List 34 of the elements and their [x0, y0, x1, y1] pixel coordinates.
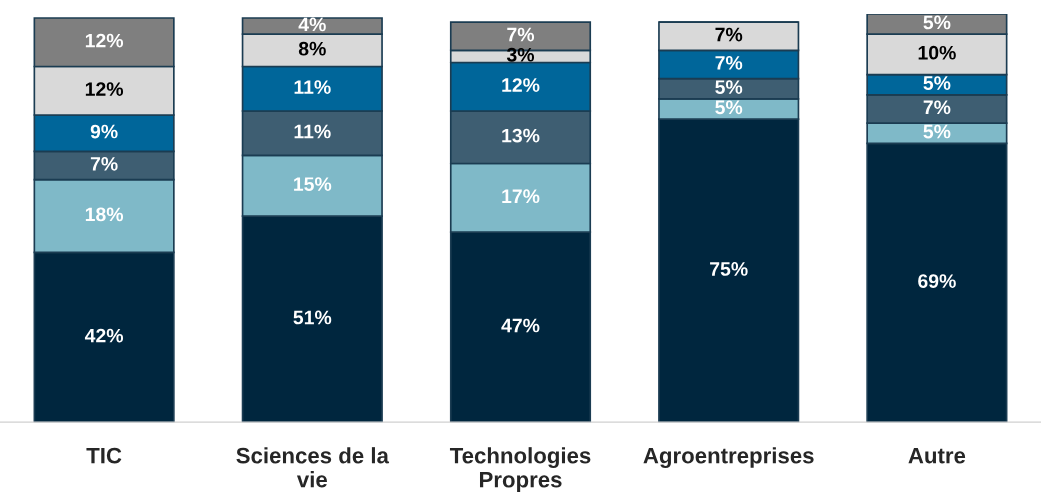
- data-label: 5%: [923, 15, 951, 30]
- data-label: 15%: [294, 177, 332, 191]
- data-label: 42%: [84, 328, 124, 343]
- data-label: 8%: [298, 41, 326, 56]
- x-tick-label: Technologies Propres: [449, 447, 591, 492]
- data-label: 18%: [85, 207, 124, 222]
- data-label: 13%: [502, 128, 540, 143]
- data-label: 12%: [85, 33, 124, 48]
- data-label: 7%: [715, 55, 743, 70]
- data-label: 5%: [923, 76, 951, 90]
- x-tick-label: TIC: [86, 447, 122, 464]
- data-label: 9%: [90, 124, 118, 139]
- x-tick-label: Sciences de la vie: [236, 447, 390, 488]
- data-label: 12%: [502, 78, 540, 92]
- data-label: 69%: [918, 274, 956, 288]
- data-label: 5%: [715, 100, 743, 115]
- data-label: 7%: [923, 100, 951, 115]
- data-label: 12%: [85, 82, 124, 96]
- x-tick-label: Agroentreprises: [643, 447, 814, 468]
- data-label: 4%: [298, 17, 326, 32]
- data-label: 75%: [710, 262, 748, 276]
- data-label: 17%: [502, 189, 540, 204]
- x-tick-label: Autre: [908, 447, 966, 464]
- data-label: 7%: [507, 27, 535, 42]
- data-label: 7%: [90, 157, 118, 171]
- data-label: 47%: [501, 318, 540, 333]
- data-label: 10%: [918, 45, 956, 60]
- data-label: 51%: [293, 310, 332, 325]
- data-label: 7%: [715, 27, 743, 42]
- data-label: 5%: [923, 124, 951, 139]
- data-label: 11%: [294, 124, 331, 139]
- data-label: 11%: [294, 80, 331, 94]
- data-label: 3%: [506, 47, 535, 62]
- data-label: 5%: [715, 80, 743, 94]
